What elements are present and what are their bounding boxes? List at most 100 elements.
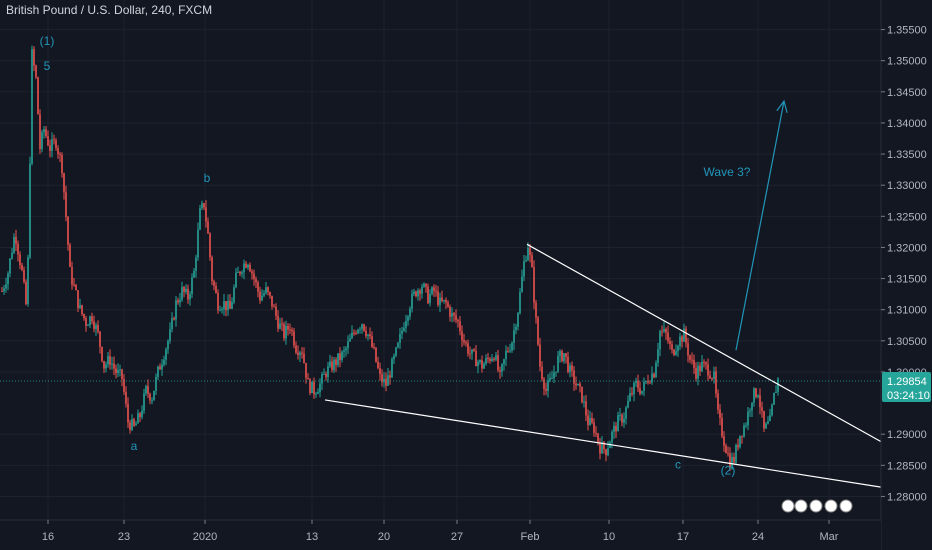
candle-body [573,370,575,384]
toolbar-button-icon[interactable] [824,499,838,513]
price-tick-label: 1.32500 [887,211,927,223]
candle-body [575,383,577,386]
candle-body [421,286,423,294]
candle-body [479,360,481,362]
candle-body [571,365,573,371]
candle-body [599,442,601,454]
candle-body [25,281,27,305]
candle-body [541,366,543,379]
candle-body [397,342,399,348]
toolbar-button-icon[interactable] [794,499,808,513]
candle-body [333,359,335,371]
wave-label: a [131,439,138,453]
time-tick-label: 13 [306,531,318,543]
candle-body [285,325,287,339]
candle-body [703,361,705,363]
wave-label: (2) [721,464,736,478]
candle-body [613,425,615,432]
candle-body [207,221,209,234]
candle-body [263,293,265,296]
candle-body [275,306,277,316]
candle-body [113,363,115,369]
candle-body [771,404,773,416]
candle-body [547,380,549,391]
candle-body [157,366,159,377]
candle-body [265,287,267,294]
candle-body [719,409,721,418]
time-axis[interactable]: 16 23 2020 13 20 27 Feb 10 17 24 Mar [0,519,881,550]
candle-body [259,291,261,301]
candle-body [315,393,317,395]
candle-body [443,299,445,302]
candle-body [53,139,55,141]
candle-body [777,378,779,392]
time-tick-label: 16 [42,531,54,543]
candle-body [657,349,659,363]
candle-body [671,344,673,350]
candle-body [537,317,539,345]
candle-body [623,418,625,423]
candle-body [617,415,619,432]
candle-body [143,393,145,411]
candle-body [531,255,533,268]
candle-body [595,432,597,434]
candle-body [445,299,447,303]
arrow-head-icon [776,99,788,113]
candle-body [545,388,547,391]
candle-body [9,258,11,274]
candle-body [471,349,473,354]
candle-body [119,369,121,371]
candle-body [255,279,257,283]
candle-body [293,331,295,346]
candle-body [99,331,101,347]
price-axis[interactable]: 1.35500 1.35000 1.34500 1.34000 1.33500 1.330… [880,0,932,550]
candle-body [73,284,75,286]
candle-body [97,325,99,332]
candle-body [191,277,193,295]
time-tick-label: Feb [521,531,540,543]
candle-body [643,381,645,391]
candle-body [631,393,633,395]
candle-body [173,318,175,320]
candle-body [243,263,245,273]
candle-body [175,300,177,320]
candle-body [371,336,373,348]
candle-body [107,356,109,365]
candle-body [485,357,487,364]
price-tick-label: 1.33000 [887,180,927,192]
candle-body [135,423,137,426]
chart-toolbar-overlay[interactable] [781,499,853,513]
candle-body [773,393,775,405]
candle-body [475,350,477,367]
candle-body [355,332,357,334]
toolbar-button-icon[interactable] [839,499,853,513]
candle-body [463,340,465,343]
candle-body [651,373,653,383]
candle-body [83,313,85,319]
candle-body [223,301,225,310]
candle-body [723,436,725,446]
candle-body [427,286,429,304]
candle-body [513,330,515,343]
candle-body [557,355,559,372]
candle-body [389,375,391,378]
candle-body [659,331,661,350]
toolbar-button-icon[interactable] [809,499,823,513]
bar-countdown: 03:24:10 [887,390,930,402]
candle-body [767,421,769,424]
candle-body [261,295,263,301]
candle-body [431,287,433,295]
candle-body [311,381,313,394]
time-tick-label: 17 [677,531,689,543]
candle-body [637,380,639,389]
candle-body [291,329,293,332]
candle-body [661,331,663,333]
candle-body [63,173,65,193]
toolbar-button-icon[interactable] [781,499,795,513]
candle-body [195,257,197,271]
candle-body [721,417,723,437]
candle-body [237,271,239,273]
candle-body [409,308,411,317]
candle-body [137,413,139,424]
